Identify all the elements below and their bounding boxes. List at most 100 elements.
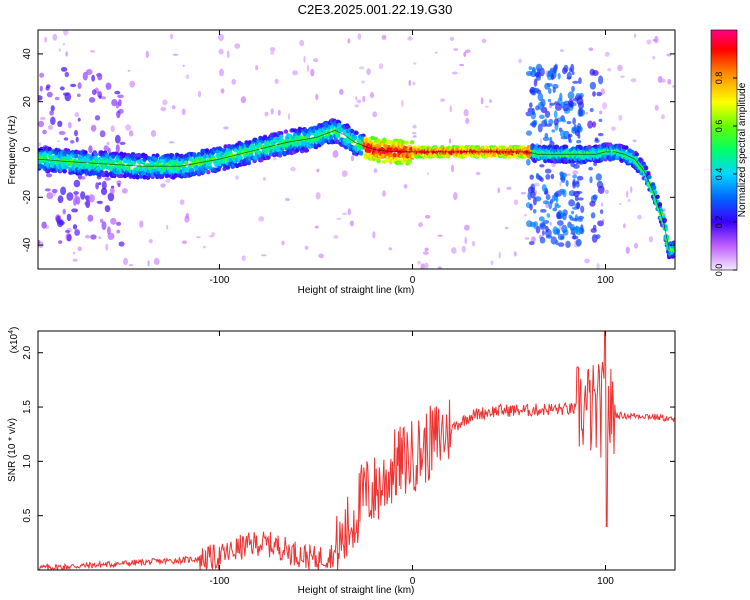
spectrogram-speckle xyxy=(269,47,276,52)
spectrogram-speckle xyxy=(38,95,43,101)
spectrogram-ridge-cell xyxy=(135,174,140,180)
spectrogram-speckle xyxy=(412,124,417,129)
spectrogram-ridge-cell xyxy=(639,158,644,163)
spectrogram-speckle xyxy=(572,117,576,125)
spectrogram-speckle xyxy=(123,257,128,266)
spectrogram-speckle xyxy=(596,263,600,269)
spectrogram-speckle xyxy=(274,78,279,85)
spectrogram-speckle xyxy=(316,168,320,173)
spectrogram-speckle xyxy=(87,214,94,222)
spectrogram-speckle xyxy=(118,99,122,107)
spectrogram-speckle xyxy=(62,92,69,96)
spectrogram-speckle xyxy=(524,237,530,240)
spectrogram-speckle xyxy=(341,170,348,178)
spectrogram-speckle xyxy=(604,51,610,57)
spectrogram-speckle xyxy=(80,176,86,180)
spectrogram-speckle xyxy=(592,91,596,97)
spectrogram-speckle xyxy=(378,63,384,70)
spectrogram-ridge-cell xyxy=(92,163,98,168)
snr-y-tick-label: 0.5 xyxy=(22,508,33,522)
snr-x-tick-label: 100 xyxy=(597,576,614,587)
spectrogram-speckle xyxy=(361,80,365,84)
spectrogram-speckle xyxy=(424,247,429,252)
spectrogram-speckle xyxy=(595,173,602,181)
spectrogram-speckle xyxy=(527,191,532,201)
spectrogram-speckle xyxy=(168,141,175,144)
spectrogram-speckle xyxy=(548,201,553,210)
spectrogram-speckle xyxy=(580,205,585,213)
spectrogram-ridge-cell xyxy=(105,172,110,178)
spectrogram-x-tick-label: 0 xyxy=(410,275,416,286)
spectrogram-ridge-cell xyxy=(358,151,364,156)
spectrogram-ridge-cell xyxy=(50,160,56,165)
spectrogram-speckle xyxy=(313,58,319,63)
spectrogram-speckle xyxy=(67,121,72,129)
spectrogram-speckle xyxy=(114,90,121,95)
spectrogram-speckle xyxy=(533,87,540,93)
spectrogram-speckle xyxy=(588,47,594,51)
spectrogram-speckle xyxy=(526,158,531,166)
colorbar: 0.0 0.2 0.4 0.6 0.8 Normalized spectral ampl… xyxy=(710,29,748,276)
spectrogram-speckle xyxy=(425,214,431,219)
spectrogram-speckle xyxy=(440,98,445,102)
spectrogram-speckle xyxy=(62,208,66,215)
spectrogram-speckle xyxy=(235,175,239,180)
spectrogram-speckle xyxy=(667,78,672,85)
spectrogram-speckle xyxy=(449,105,453,113)
spectrogram-speckle xyxy=(407,36,413,41)
snr-x-axis-label: Height of straight line (km) xyxy=(298,585,415,596)
spectrogram-speckle xyxy=(77,117,81,122)
spectrogram-speckle xyxy=(569,216,574,221)
spectrogram-speckle xyxy=(94,115,101,121)
spectrogram-speckle xyxy=(595,234,601,240)
spectrogram-ridge-cell xyxy=(380,153,386,158)
spectrogram-speckle xyxy=(513,251,517,257)
spectrogram-speckle xyxy=(533,182,540,187)
spectrogram-speckle xyxy=(592,194,598,200)
spectrogram-speckle xyxy=(372,231,376,239)
spectrogram-speckle xyxy=(181,240,187,244)
spectrogram-speckle xyxy=(550,173,555,180)
spectrogram-ridge-cell xyxy=(89,155,94,160)
spectrogram-speckle xyxy=(546,213,551,218)
spectrogram-speckle xyxy=(544,168,552,174)
spectrogram-speckle xyxy=(549,102,556,106)
spectrogram-speckle xyxy=(565,173,572,177)
spectrogram-speckle xyxy=(272,157,277,161)
spectrogram-speckle xyxy=(185,212,189,219)
spectrogram-speckle xyxy=(117,94,124,99)
spectrogram-ridge-cell xyxy=(206,170,211,175)
colorbar-tick-label: 0.6 xyxy=(714,120,724,133)
spectrogram-ridge-cell xyxy=(247,140,253,145)
spectrogram-speckle xyxy=(270,108,274,115)
spectrogram-speckle xyxy=(318,253,324,259)
spectrogram-speckle xyxy=(401,99,404,108)
spectrogram-speckle xyxy=(596,91,602,97)
spectrogram-speckle xyxy=(451,164,454,173)
spectrogram-speckle xyxy=(576,201,581,210)
spectrogram-speckle xyxy=(58,240,63,244)
spectrogram-speckle xyxy=(310,68,315,77)
spectrogram-speckle xyxy=(412,135,417,138)
spectrogram-speckle xyxy=(568,100,575,108)
spectrogram-speckle xyxy=(117,183,121,188)
spectrogram-speckle xyxy=(637,214,642,220)
spectrogram-speckle xyxy=(594,137,599,142)
spectrogram-speckle xyxy=(562,209,568,217)
spectrogram-speckle xyxy=(281,240,285,246)
spectrogram-speckle xyxy=(110,185,115,189)
spectrogram-speckle xyxy=(539,236,546,244)
spectrogram-speckle xyxy=(559,130,566,137)
spectrogram-speckle xyxy=(572,233,576,240)
spectrogram-speckle xyxy=(569,67,573,73)
spectrogram-speckle xyxy=(573,190,580,197)
figure-title: C2E3.2025.001.22.19.G30 xyxy=(298,2,453,17)
spectrogram-speckle xyxy=(437,234,443,237)
spectrogram-speckle xyxy=(531,107,535,116)
spectrogram-speckle xyxy=(359,66,364,70)
spectrogram-speckle xyxy=(403,184,408,189)
spectrogram-speckle xyxy=(557,242,565,247)
spectrogram-speckle xyxy=(598,118,603,123)
spectrogram-speckle xyxy=(576,139,582,144)
